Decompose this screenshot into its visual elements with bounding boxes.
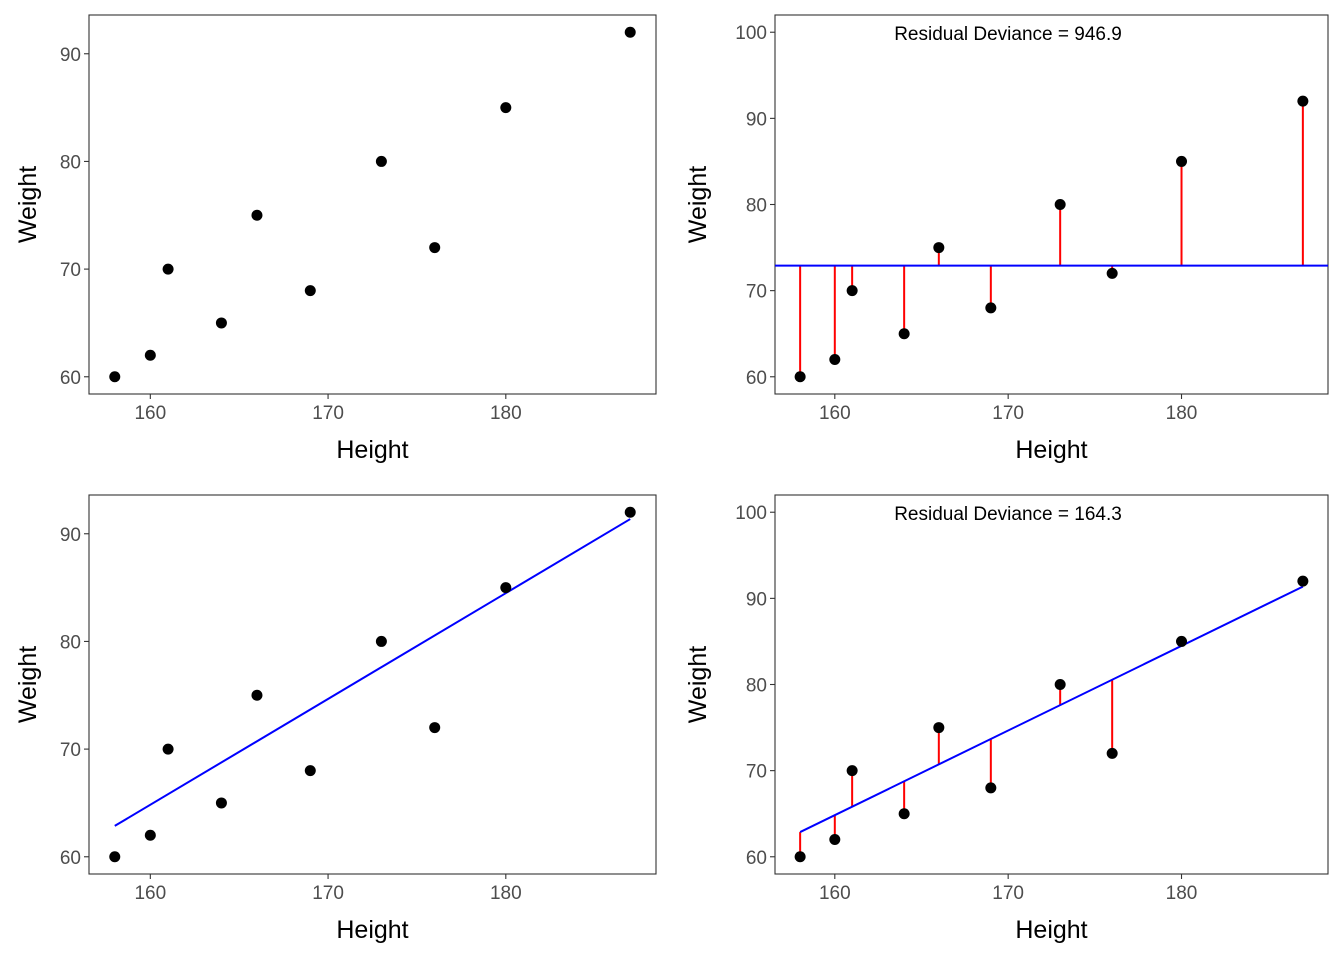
residual-deviance-annotation: Residual Deviance = 164.3 [894,504,1122,525]
data-point [429,722,441,734]
data-point [1054,199,1066,210]
x-tick-label: 180 [1166,883,1198,904]
panel-top-right: Height Weight Residual Deviance = 946.9 … [684,14,1329,464]
y-tick-label: 60 [60,848,81,869]
x-tick-label: 180 [490,883,522,904]
x-tick-label: 160 [134,403,166,424]
data-point [846,285,858,297]
y-tick-label: 60 [746,368,767,389]
data-point [624,506,636,518]
panel-top-left: Height Weight 160 170 180 60 70 80 90 [14,14,657,464]
data-point [500,102,512,114]
data-point [215,797,227,809]
panel-bottom-right: Height Weight Residual Deviance = 164.3 … [684,494,1329,944]
y-axis-title: Weight [684,646,712,723]
data-point [304,765,316,777]
x-tick-label: 180 [1166,403,1198,424]
y-tick-label: 90 [60,525,81,546]
x-axis-title: Height [1015,436,1087,464]
x-tick-label: 160 [819,883,851,904]
x-axis-title: Height [336,436,408,464]
y-tick-label: 100 [735,23,767,44]
y-tick-label: 90 [60,45,81,66]
x-tick-label: 180 [490,403,522,424]
panel-border [774,14,1329,395]
data-point [500,582,512,594]
x-tick-label: 170 [992,403,1024,424]
y-tick-label: 70 [60,260,81,281]
y-tick-label: 100 [735,503,767,524]
data-point [144,829,156,841]
data-point [304,285,316,297]
data-point [794,371,806,383]
data-point [429,242,441,254]
data-point [109,851,121,863]
y-tick-label: 60 [60,368,81,389]
data-point [1176,635,1188,647]
data-point [846,765,858,777]
panel-bottom-left: Height Weight 160 170 180 60 70 80 90 [14,494,657,944]
fit-line [114,518,631,827]
data-point [898,328,910,340]
panel-border [774,494,1329,875]
data-point [933,242,945,254]
y-tick-label: 80 [60,152,81,173]
x-tick-label: 170 [992,883,1024,904]
data-point [794,851,806,863]
residual-deviance-annotation: Residual Deviance = 946.9 [894,24,1122,45]
data-point [933,722,945,734]
y-tick-label: 90 [746,589,767,610]
y-tick-label: 60 [746,848,767,869]
y-axis-title: Weight [14,646,42,723]
data-point [1297,95,1309,107]
y-tick-label: 70 [746,282,767,303]
y-tick-label: 80 [746,676,767,697]
data-point [1297,575,1309,587]
y-axis-title: Weight [14,166,42,243]
data-point [624,26,636,38]
data-point [985,782,997,794]
x-tick-label: 170 [312,403,344,424]
fit-line [799,585,1304,833]
data-point [1176,155,1188,167]
y-axis-title: Weight [684,166,712,243]
data-point [251,209,263,221]
x-axis-title: Height [1015,916,1087,944]
data-point [251,689,263,701]
y-tick-label: 80 [746,196,767,217]
x-axis-title: Height [336,916,408,944]
data-point [162,263,174,275]
x-tick-label: 160 [134,883,166,904]
data-point [1054,679,1066,690]
data-point [829,834,841,846]
y-tick-label: 90 [746,109,767,130]
x-tick-label: 160 [819,403,851,424]
data-point [898,808,910,820]
panel-border [88,14,657,395]
data-point [829,354,841,366]
data-point [1106,747,1118,759]
x-tick-label: 170 [312,883,344,904]
data-point [215,317,227,329]
data-point [985,302,997,314]
y-tick-label: 70 [60,740,81,761]
y-tick-label: 80 [60,632,81,653]
y-tick-label: 70 [746,762,767,783]
data-point [375,155,387,167]
data-point [1106,267,1118,279]
data-point [375,635,387,647]
data-point [162,743,174,755]
data-point [144,349,156,361]
panel-border [88,494,657,875]
data-point [109,371,121,383]
